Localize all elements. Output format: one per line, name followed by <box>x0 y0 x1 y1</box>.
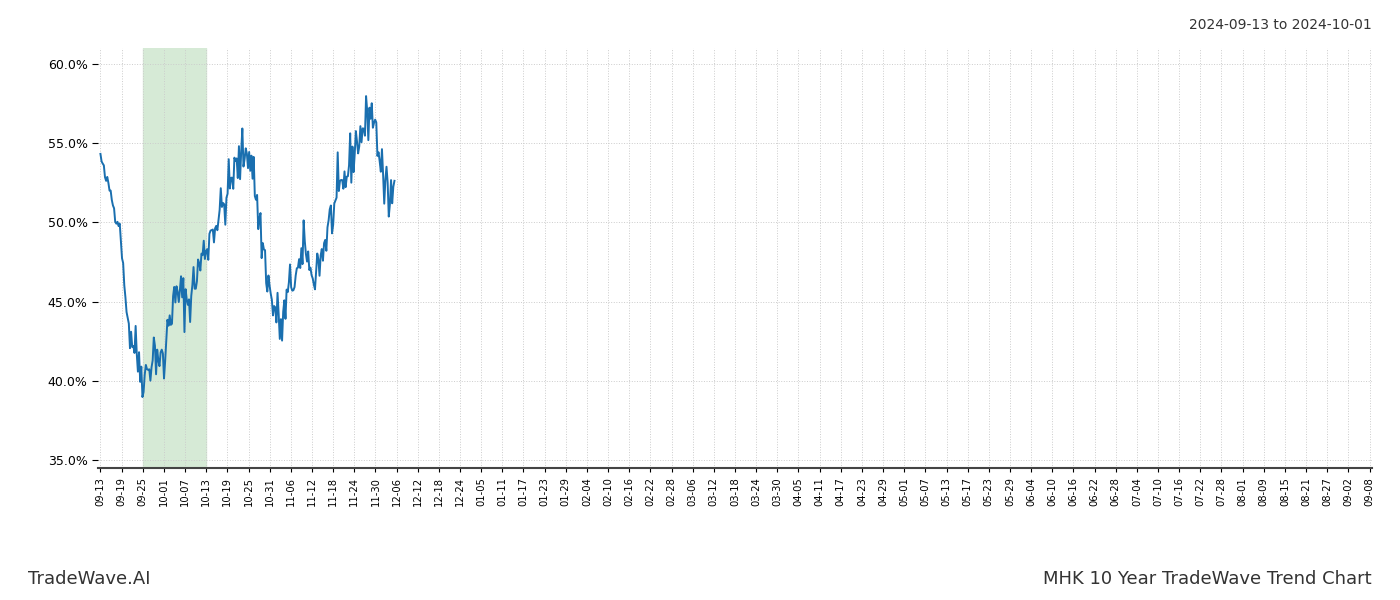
Text: TradeWave.AI: TradeWave.AI <box>28 570 151 588</box>
Text: MHK 10 Year TradeWave Trend Chart: MHK 10 Year TradeWave Trend Chart <box>1043 570 1372 588</box>
Bar <box>143 48 206 468</box>
Text: 2024-09-13 to 2024-10-01: 2024-09-13 to 2024-10-01 <box>1189 18 1372 32</box>
